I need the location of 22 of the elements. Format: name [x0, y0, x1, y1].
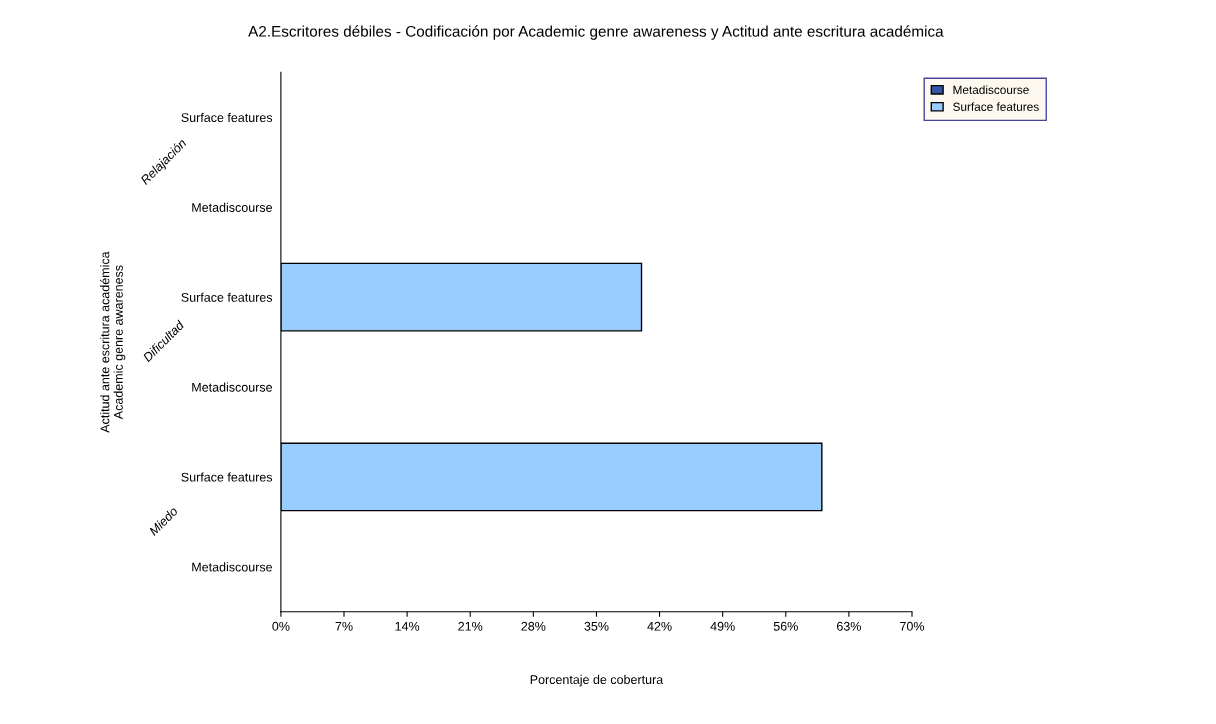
y-tick-label: Surface features [181, 472, 273, 482]
x-tick-label: 49% [710, 621, 735, 631]
chart-title: A2.Escritores débiles - Codificación por Academic genre awareness y Actitud ante escritura académica [248, 25, 944, 40]
x-tick-label: 56% [773, 621, 798, 631]
x-tick-label: 35% [584, 621, 609, 631]
x-tick-label: 63% [837, 621, 861, 631]
legend-label: Surface features [953, 102, 1039, 111]
x-tick-label: 28% [521, 621, 546, 631]
y-tick-label: Metadiscourse [192, 382, 273, 392]
y-tick-label: Metadiscourse [192, 562, 273, 572]
x-tick-label: 0% [272, 621, 290, 631]
y-axis-title: Actitud ante escritura académica Academic genre awareness [100, 251, 126, 433]
y-tick-label: Surface features [181, 112, 273, 122]
y-tick-label: Surface features [181, 292, 273, 302]
x-axis-title: Porcentaje de cobertura [530, 674, 664, 687]
x-tick-label: 14% [395, 621, 420, 631]
x-tick-label: 7% [335, 621, 353, 631]
y-tick-label: Metadiscourse [192, 202, 273, 212]
x-tick-label: 42% [647, 621, 672, 631]
legend-label: Metadiscourse [953, 85, 1029, 95]
x-tick-label: 21% [458, 621, 483, 631]
x-tick-label: 70% [900, 621, 925, 631]
